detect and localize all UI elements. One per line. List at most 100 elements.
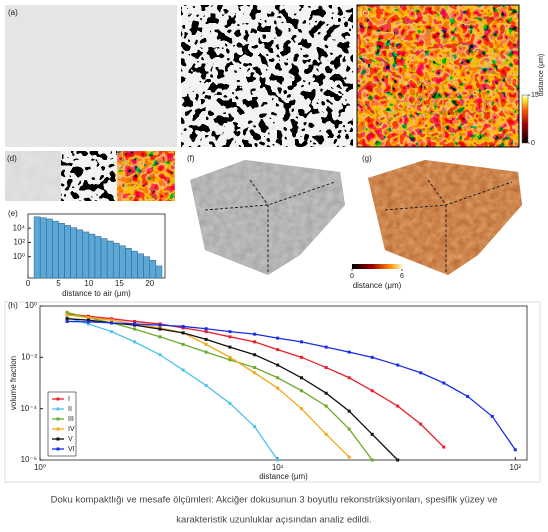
legend-label: VI — [68, 446, 75, 453]
image-d2 — [61, 151, 117, 201]
marker — [324, 366, 328, 370]
marker — [133, 319, 137, 323]
bar — [39, 217, 47, 279]
x-tick-label: 10² — [510, 463, 522, 472]
marker — [419, 422, 423, 426]
marker — [110, 318, 114, 322]
legend-marker — [56, 397, 60, 401]
marker — [300, 340, 304, 344]
zoom-box — [422, 84, 444, 106]
image-d1-texture — [5, 151, 61, 201]
legend-label: II — [68, 406, 72, 413]
y-tick-label: 10⁰ — [13, 252, 25, 261]
bar — [149, 260, 157, 279]
colorbar-tick-label: 6 — [400, 273, 404, 280]
x-tick-label: 20 — [145, 279, 154, 288]
colorbar-g-label: distance (μm) — [353, 281, 402, 290]
marker — [253, 425, 257, 429]
series-line — [67, 320, 516, 451]
series-line — [66, 317, 279, 461]
marker — [253, 371, 257, 375]
marker — [87, 320, 91, 324]
x-tick-label: 0 — [26, 279, 31, 288]
marker — [347, 427, 351, 431]
marker — [276, 386, 280, 390]
marker — [181, 342, 185, 346]
y-tick-label: 10² — [13, 238, 25, 247]
legend-marker — [56, 427, 60, 431]
bar — [58, 223, 65, 279]
marker — [324, 432, 328, 436]
marker — [158, 335, 162, 339]
bar — [119, 245, 126, 279]
x-tick-label: 15 — [115, 279, 124, 288]
marker — [253, 353, 257, 357]
marker — [276, 348, 280, 352]
marker — [110, 321, 114, 325]
marker — [300, 355, 304, 359]
bar — [64, 225, 71, 279]
marker — [158, 327, 162, 331]
marker — [300, 376, 304, 380]
marker — [442, 381, 446, 385]
marker — [419, 371, 423, 375]
bar — [52, 220, 59, 279]
legend-marker — [56, 447, 60, 451]
marker — [300, 407, 304, 411]
marker — [204, 342, 208, 346]
image-d3 — [117, 151, 175, 201]
image-c-frame — [356, 4, 520, 148]
marker — [490, 414, 494, 418]
marker — [228, 355, 232, 359]
marker — [228, 330, 232, 334]
marker — [65, 313, 69, 317]
marker — [276, 336, 280, 340]
panel-label: (a) — [8, 8, 18, 17]
marker — [158, 323, 162, 327]
marker — [204, 330, 208, 334]
marker — [87, 316, 91, 320]
y-tick-label: 10⁻² — [21, 352, 37, 361]
legend-label: V — [68, 436, 73, 443]
marker — [276, 376, 280, 380]
bar — [94, 236, 102, 279]
marker — [133, 327, 137, 331]
panel-label: (e) — [8, 209, 18, 218]
marker — [347, 376, 351, 380]
image-b — [181, 5, 353, 147]
image-a-texture — [5, 5, 177, 147]
legend-label: III — [68, 416, 74, 423]
caption-line: Doku kompaktlığı ve mesafe ölçümleri: Ak… — [51, 495, 498, 506]
bar — [76, 229, 84, 279]
legend-label: I — [68, 396, 70, 403]
bar — [46, 218, 53, 279]
marker — [228, 401, 232, 405]
colorbar-tick-label: 15 — [531, 92, 539, 99]
marker — [442, 445, 446, 449]
x-axis-label: distance (μm) — [259, 472, 308, 481]
y-axis-label: volume fraction — [9, 356, 18, 410]
bar — [155, 265, 163, 279]
bar — [143, 256, 151, 279]
marker — [300, 389, 304, 393]
legend-marker — [56, 407, 60, 411]
marker — [396, 363, 400, 367]
series-line — [66, 311, 373, 461]
bar — [137, 253, 144, 279]
marker — [65, 317, 69, 321]
marker — [204, 350, 208, 354]
panel-label: (h) — [8, 301, 18, 310]
y-tick-label: 10⁰ — [25, 301, 37, 310]
bar — [106, 240, 114, 279]
marker — [276, 363, 280, 367]
panel-label: (g) — [362, 154, 372, 163]
marker — [228, 345, 232, 349]
marker — [347, 350, 351, 354]
caption-line: karakteristik uzunluklar açısından anali… — [176, 515, 371, 526]
bar — [100, 238, 108, 279]
marker — [347, 455, 351, 459]
marker — [396, 458, 400, 462]
marker — [204, 327, 208, 331]
marker — [133, 340, 137, 344]
marker — [253, 366, 257, 370]
